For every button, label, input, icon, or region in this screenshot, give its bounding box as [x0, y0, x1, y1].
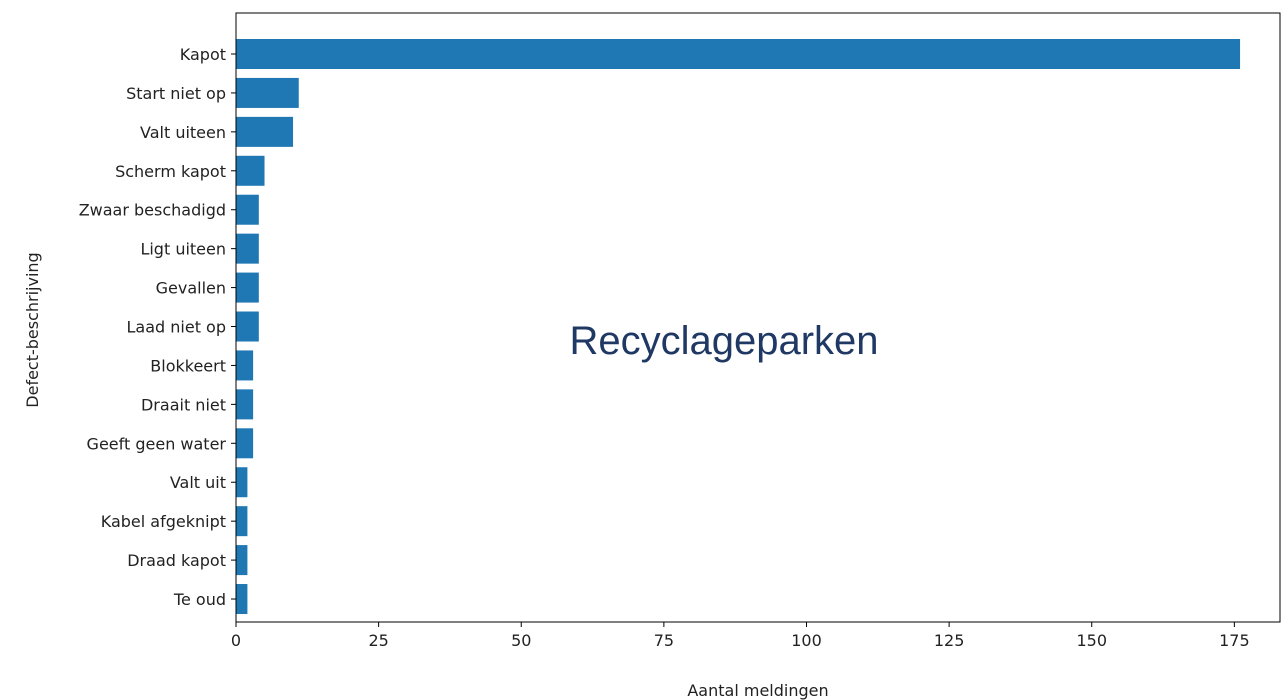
bar	[236, 350, 254, 381]
x-tick-label: 100	[791, 631, 822, 650]
bar	[236, 467, 248, 498]
x-tick-label: 125	[934, 631, 965, 650]
y-ticks-group: Kapot Start niet op Valt uiteen Scherm kapo…	[79, 45, 236, 609]
bar	[236, 77, 299, 108]
overlay-watermark-text: Recyclageparken	[569, 319, 878, 363]
y-tick-label: Valt uiteen	[140, 123, 226, 142]
y-tick-label: Valt uit	[170, 473, 226, 492]
x-tick-label: 25	[368, 631, 388, 650]
bar	[236, 272, 259, 303]
x-tick-label: 175	[1219, 631, 1250, 650]
y-tick-label: Kabel afgeknipt	[101, 512, 226, 531]
bar	[236, 428, 254, 459]
y-tick-label: Draait niet	[141, 395, 226, 414]
y-tick-label: Laad niet op	[127, 318, 227, 337]
bar	[236, 584, 248, 615]
x-tick-label: 0	[231, 631, 241, 650]
x-tick-label: 50	[511, 631, 531, 650]
y-tick-label: Zwaar beschadigd	[79, 201, 226, 220]
y-tick-label: Blokkeert	[150, 356, 226, 375]
y-tick-label: Gevallen	[156, 279, 226, 298]
bar	[236, 311, 259, 342]
bar	[236, 39, 1241, 69]
x-ticks-group: 0 25 50 75 100 125 150 175	[231, 622, 1250, 650]
y-tick-label: Start niet op	[126, 84, 226, 103]
x-tick-label: 75	[654, 631, 674, 650]
bar	[236, 506, 248, 537]
y-axis-label: Defect-beschrijving	[23, 252, 42, 407]
y-tick-label: Geeft geen water	[87, 434, 227, 453]
y-tick-label: Draad kapot	[127, 551, 226, 570]
x-axis-label: Aantal meldingen	[687, 681, 828, 700]
y-tick-label: Kapot	[180, 45, 226, 64]
bar	[236, 545, 248, 576]
bar	[236, 155, 265, 186]
plot-frame	[235, 12, 1281, 623]
bar	[236, 194, 259, 225]
bar	[236, 389, 254, 420]
bar	[236, 233, 259, 264]
bar	[236, 116, 294, 147]
y-tick-label: Scherm kapot	[115, 162, 226, 181]
x-tick-label: 150	[1076, 631, 1107, 650]
y-tick-label: Te oud	[173, 590, 226, 609]
y-tick-label: Ligt uiteen	[140, 240, 226, 259]
bars-group	[236, 39, 1241, 615]
